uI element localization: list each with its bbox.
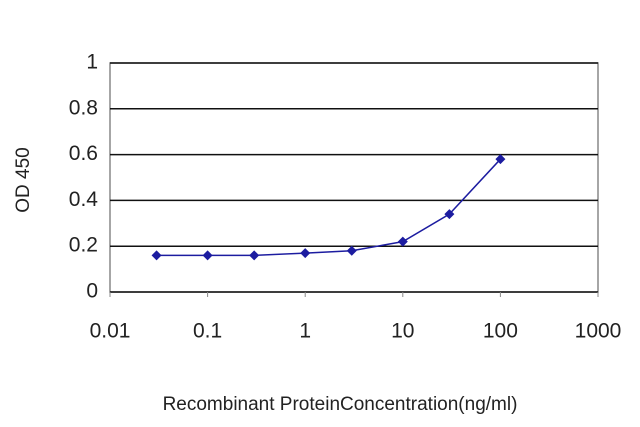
y-tick-label: 0 [86,280,98,303]
data-line [156,158,501,257]
data-point [300,248,311,259]
y-tick-label: 0.4 [69,188,99,211]
data-point [346,245,357,256]
y-axis-label: OD 450 [13,147,34,212]
data-point [151,250,162,261]
y-tick-label: 0.2 [69,234,98,257]
y-tick-label: 0.6 [69,142,98,165]
data-point [444,209,455,220]
data-point [495,154,506,165]
x-tick-label: 1 [299,320,311,343]
x-tick-label: 0.1 [193,320,222,343]
data-point [202,250,213,261]
plot-area [109,62,599,293]
data-point [249,250,260,261]
data-point [397,236,408,247]
x-tick-label: 100 [483,320,518,343]
x-tick-label: 10 [391,320,414,343]
x-axis-label: Recombinant ProteinConcentration(ng/ml) [163,394,518,415]
x-tick-label: 1000 [575,320,622,343]
x-tick-label: 0.01 [90,320,131,343]
y-tick-label: 1 [86,51,98,74]
y-tick-label: 0.8 [69,96,98,119]
